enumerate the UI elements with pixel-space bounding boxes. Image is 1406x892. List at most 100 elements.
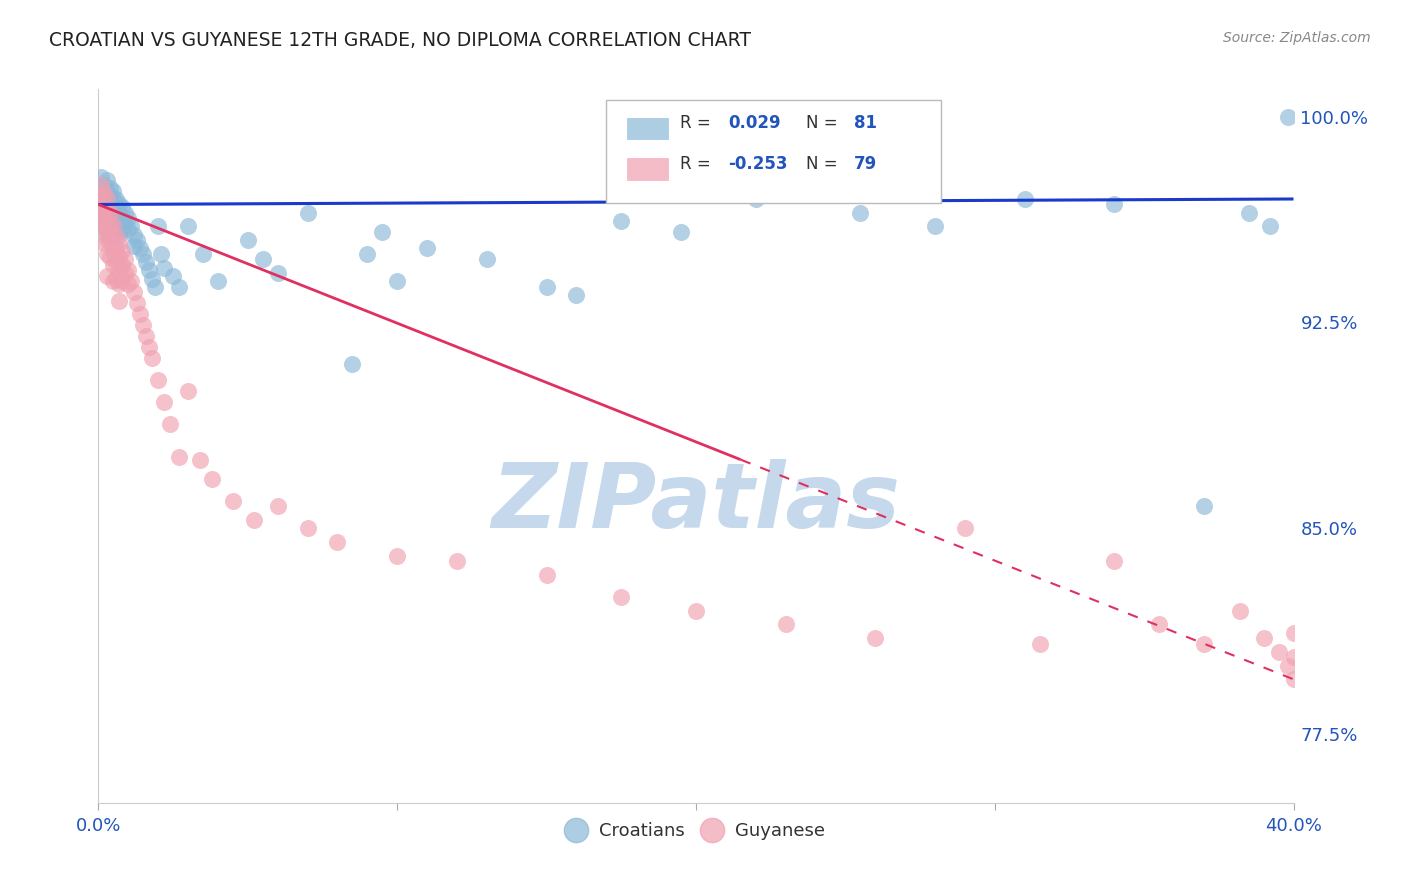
Point — [1282, 650, 1305, 665]
Point — [252, 252, 274, 267]
Point — [90, 217, 112, 231]
Point — [93, 222, 115, 236]
Point — [103, 184, 125, 198]
Point — [745, 192, 768, 206]
Point — [111, 200, 134, 214]
Point — [98, 233, 122, 247]
Point — [117, 263, 139, 277]
Point — [446, 554, 468, 568]
Text: 0.029: 0.029 — [728, 114, 780, 132]
Point — [105, 241, 128, 255]
Point — [98, 250, 122, 264]
Point — [103, 192, 125, 206]
Point — [103, 214, 125, 228]
Point — [105, 192, 128, 206]
Point — [103, 217, 125, 231]
Point — [90, 178, 112, 193]
Point — [1192, 637, 1215, 651]
Point — [108, 277, 131, 291]
Point — [385, 274, 409, 288]
Point — [103, 258, 125, 272]
Point — [96, 219, 118, 234]
Point — [132, 247, 155, 261]
Point — [103, 244, 125, 259]
Point — [148, 373, 170, 387]
Point — [1104, 554, 1126, 568]
Point — [98, 230, 122, 244]
Point — [103, 202, 125, 217]
Point — [111, 222, 134, 236]
Point — [105, 271, 128, 285]
Point — [356, 247, 378, 261]
Point — [536, 280, 558, 294]
Point — [565, 288, 588, 302]
Point — [105, 225, 128, 239]
Point — [416, 241, 439, 255]
Point — [114, 217, 136, 231]
Point — [201, 472, 224, 486]
Point — [108, 227, 131, 242]
Point — [1104, 197, 1126, 211]
Point — [236, 233, 259, 247]
Point — [610, 214, 633, 228]
Point — [120, 274, 142, 288]
Point — [536, 568, 558, 582]
Point — [1229, 604, 1251, 618]
Point — [849, 205, 872, 219]
Text: CROATIAN VS GUYANESE 12TH GRADE, NO DIPLOMA CORRELATION CHART: CROATIAN VS GUYANESE 12TH GRADE, NO DIPL… — [49, 31, 751, 50]
Point — [297, 205, 319, 219]
Point — [342, 357, 364, 371]
Point — [90, 202, 112, 217]
Point — [111, 258, 134, 272]
Point — [1277, 658, 1299, 673]
Point — [371, 225, 394, 239]
Point — [267, 500, 290, 514]
Point — [177, 384, 200, 398]
Point — [117, 277, 139, 291]
Point — [98, 205, 122, 219]
Point — [96, 205, 118, 219]
Point — [924, 219, 946, 234]
Point — [93, 219, 115, 234]
Point — [105, 214, 128, 228]
Point — [108, 217, 131, 231]
Point — [90, 189, 112, 203]
Point — [114, 205, 136, 219]
Point — [98, 209, 122, 223]
Point — [96, 227, 118, 242]
Point — [103, 225, 125, 239]
Point — [117, 211, 139, 226]
Point — [98, 197, 122, 211]
Point — [108, 263, 131, 277]
Point — [111, 244, 134, 259]
Point — [98, 189, 122, 203]
Point — [1277, 110, 1299, 124]
Point — [93, 189, 115, 203]
Point — [326, 535, 349, 549]
Point — [222, 494, 245, 508]
Point — [108, 293, 131, 308]
Point — [105, 227, 128, 242]
Point — [148, 219, 170, 234]
Point — [114, 252, 136, 267]
Point — [953, 521, 976, 535]
Point — [103, 230, 125, 244]
Point — [143, 280, 166, 294]
Point — [108, 205, 131, 219]
Text: -0.253: -0.253 — [728, 155, 787, 173]
Text: ZIPatlas: ZIPatlas — [492, 459, 900, 547]
Point — [93, 197, 115, 211]
Point — [153, 395, 176, 409]
Point — [475, 252, 498, 267]
Point — [90, 186, 112, 201]
Point — [98, 219, 122, 234]
Point — [127, 296, 149, 310]
Text: 79: 79 — [853, 155, 877, 173]
Point — [96, 192, 118, 206]
Point — [93, 235, 115, 250]
Point — [153, 260, 176, 275]
Point — [669, 225, 692, 239]
Point — [96, 173, 118, 187]
Point — [96, 194, 118, 209]
Point — [129, 307, 152, 321]
